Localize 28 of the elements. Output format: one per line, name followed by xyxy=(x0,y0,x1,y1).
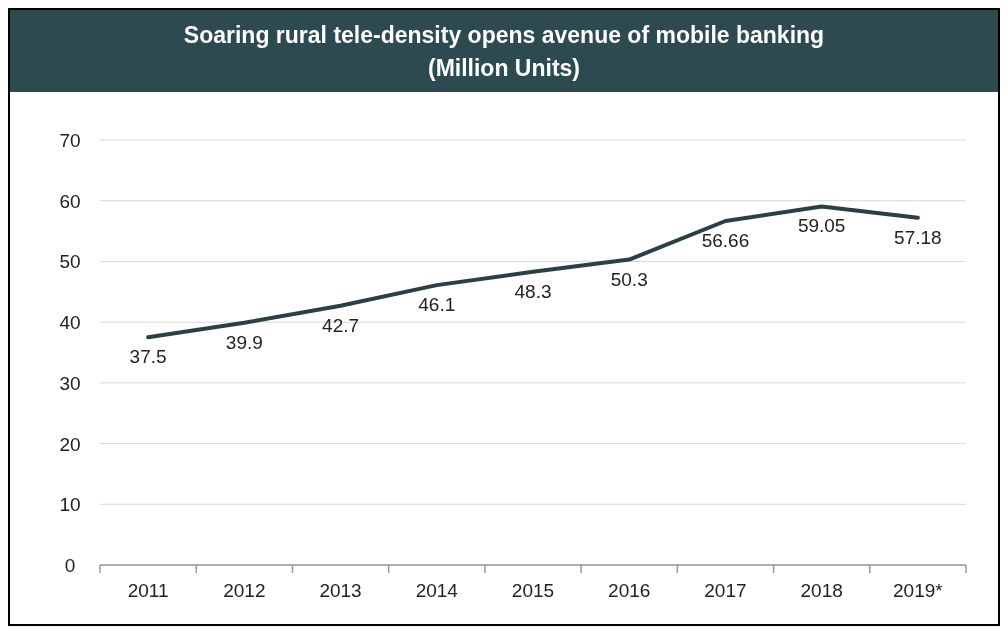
chart-subtitle: (Million Units) xyxy=(427,55,581,81)
y-tick-label: 0 xyxy=(64,555,76,576)
x-tick-label: 2011 xyxy=(127,580,169,601)
y-tick-label: 60 xyxy=(59,190,81,212)
x-tick-label: 2015 xyxy=(511,580,555,601)
data-label: 57.18 xyxy=(894,226,942,248)
data-label: 39.9 xyxy=(225,331,263,353)
x-tick-label: 2013 xyxy=(319,580,362,601)
y-tick-label: 10 xyxy=(59,494,81,516)
data-label: 46.1 xyxy=(418,294,456,316)
y-tick-label: 40 xyxy=(59,312,81,334)
x-tick-label: 2014 xyxy=(415,580,459,601)
data-label: 48.3 xyxy=(514,280,552,302)
y-tick-label: 50 xyxy=(59,251,81,273)
chart-title: Soaring rural tele-density opens avenue of mobile banking xyxy=(183,22,825,48)
x-tick-label: 2017 xyxy=(704,580,747,601)
data-label: 50.3 xyxy=(610,268,648,290)
data-label: 59.05 xyxy=(797,215,846,237)
x-tick-label: 2016 xyxy=(608,580,651,601)
x-tick-label: 2012 xyxy=(223,580,266,601)
data-label: 56.66 xyxy=(701,229,750,251)
x-tick-label: 2018 xyxy=(800,580,843,601)
x-tick-label: 2019* xyxy=(893,580,944,601)
y-tick-label: 20 xyxy=(59,433,81,455)
y-tick-label: 70 xyxy=(59,130,81,151)
y-tick-label: 30 xyxy=(59,372,81,394)
data-label: 42.7 xyxy=(322,314,360,336)
data-label: 37.5 xyxy=(129,346,167,368)
